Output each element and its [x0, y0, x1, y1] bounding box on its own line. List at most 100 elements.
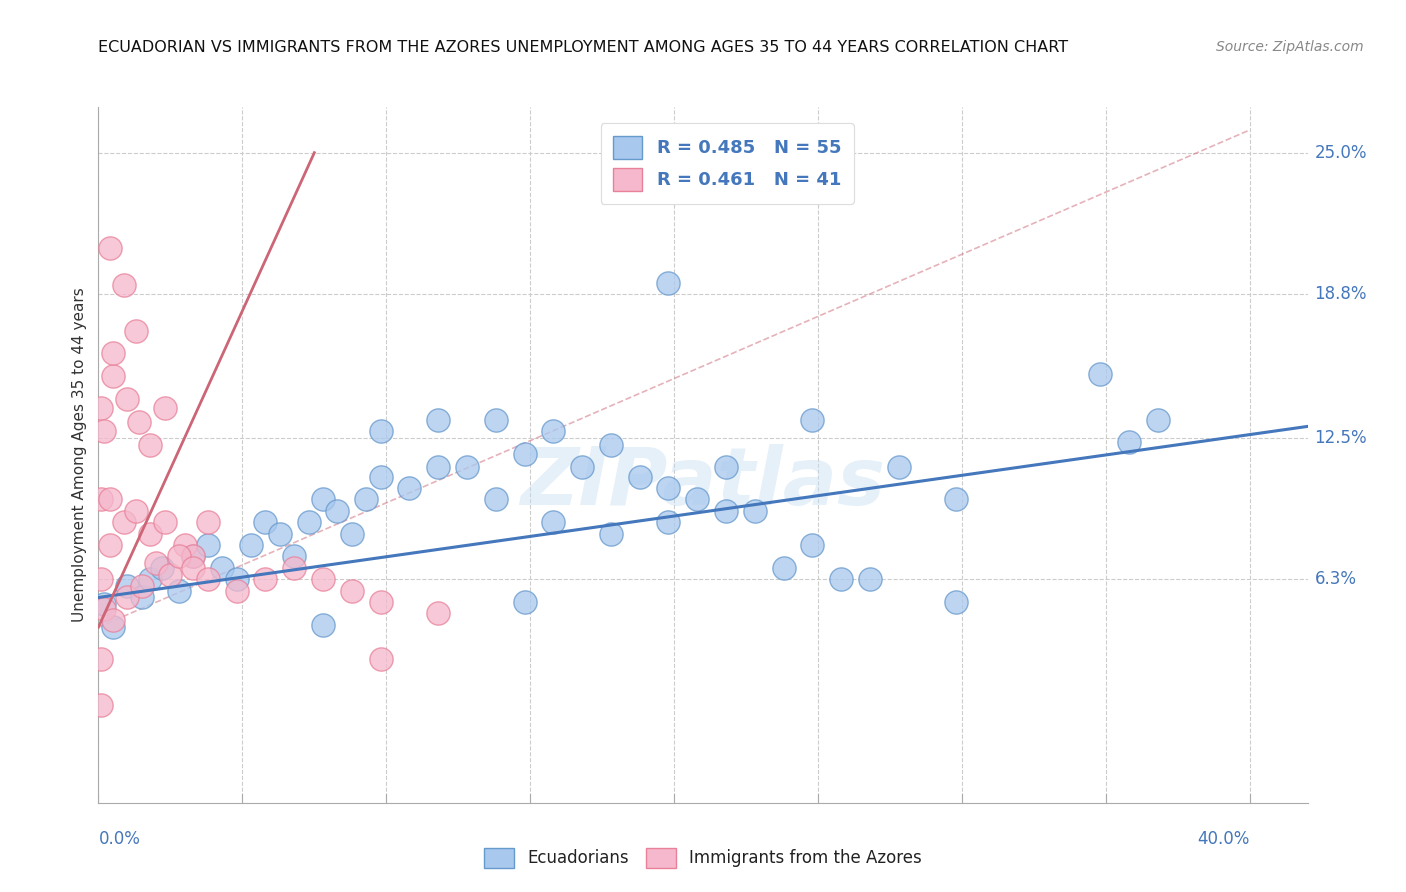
Text: 0.0%: 0.0% [98, 830, 141, 848]
Point [197, 515, 219, 529]
Point [543, 515, 565, 529]
Point [93, 602, 115, 616]
Point [1147, 412, 1170, 426]
Point [297, 515, 319, 529]
Point [283, 549, 305, 564]
Point [657, 481, 679, 495]
Text: ECUADORIAN VS IMMIGRANTS FROM THE AZORES UNEMPLOYMENT AMONG AGES 35 TO 44 YEARS : ECUADORIAN VS IMMIGRANTS FROM THE AZORES… [98, 40, 1069, 55]
Text: ZIPatlas: ZIPatlas [520, 443, 886, 522]
Point [183, 549, 205, 564]
Point [101, 620, 124, 634]
Legend: Ecuadorians, Immigrants from the Azores: Ecuadorians, Immigrants from the Azores [478, 841, 928, 875]
Point [115, 579, 138, 593]
Y-axis label: Unemployment Among Ages 35 to 44 years: Unemployment Among Ages 35 to 44 years [72, 287, 87, 623]
Point [427, 412, 450, 426]
Point [714, 460, 737, 475]
Point [485, 412, 508, 426]
Text: 6.3%: 6.3% [1315, 570, 1357, 588]
Point [125, 504, 148, 518]
Point [485, 492, 508, 507]
Point [112, 277, 135, 292]
Point [101, 346, 124, 360]
Point [254, 515, 277, 529]
Point [98, 492, 121, 507]
Point [657, 515, 679, 529]
Point [283, 561, 305, 575]
Point [945, 595, 967, 609]
Point [167, 549, 190, 564]
Point [312, 492, 335, 507]
Point [93, 598, 115, 612]
Point [153, 401, 176, 416]
Point [772, 561, 794, 575]
Point [513, 595, 536, 609]
Legend: R = 0.485   N = 55, R = 0.461   N = 41: R = 0.485 N = 55, R = 0.461 N = 41 [600, 123, 853, 203]
Text: 25.0%: 25.0% [1315, 144, 1367, 161]
Point [139, 572, 162, 586]
Point [225, 583, 247, 598]
Point [131, 579, 153, 593]
Point [139, 437, 162, 451]
Point [312, 572, 335, 586]
Point [1118, 435, 1140, 450]
Point [183, 549, 205, 564]
Point [543, 424, 565, 438]
Point [167, 583, 190, 598]
Point [354, 492, 377, 507]
Point [112, 515, 135, 529]
Text: 18.8%: 18.8% [1315, 285, 1367, 303]
Point [326, 504, 349, 518]
Point [183, 561, 205, 575]
Point [153, 515, 176, 529]
Point [427, 460, 450, 475]
Point [115, 591, 138, 605]
Point [427, 607, 450, 621]
Point [125, 324, 148, 338]
Point [90, 652, 112, 666]
Point [269, 526, 291, 541]
Point [128, 415, 150, 429]
Point [150, 561, 173, 575]
Point [115, 392, 138, 406]
Text: Source: ZipAtlas.com: Source: ZipAtlas.com [1216, 40, 1364, 54]
Point [599, 437, 621, 451]
Point [90, 492, 112, 507]
Point [714, 504, 737, 518]
Point [628, 469, 651, 483]
Point [240, 538, 263, 552]
Point [370, 595, 392, 609]
Point [370, 652, 392, 666]
Point [254, 572, 277, 586]
Point [145, 556, 167, 570]
Point [513, 447, 536, 461]
Point [859, 572, 882, 586]
Point [197, 538, 219, 552]
Point [98, 538, 121, 552]
Point [657, 276, 679, 290]
Point [131, 591, 153, 605]
Point [340, 526, 363, 541]
Point [139, 526, 162, 541]
Point [197, 572, 219, 586]
Point [398, 481, 420, 495]
Point [887, 460, 910, 475]
Point [830, 572, 852, 586]
Text: 12.5%: 12.5% [1315, 429, 1367, 447]
Point [370, 469, 392, 483]
Point [211, 561, 233, 575]
Point [599, 526, 621, 541]
Point [98, 242, 121, 256]
Point [90, 572, 112, 586]
Point [801, 412, 824, 426]
Point [370, 424, 392, 438]
Point [801, 538, 824, 552]
Point [945, 492, 967, 507]
Point [1090, 367, 1112, 381]
Point [340, 583, 363, 598]
Point [571, 460, 593, 475]
Point [456, 460, 478, 475]
Point [686, 492, 709, 507]
Point [744, 504, 766, 518]
Point [225, 572, 247, 586]
Point [159, 567, 181, 582]
